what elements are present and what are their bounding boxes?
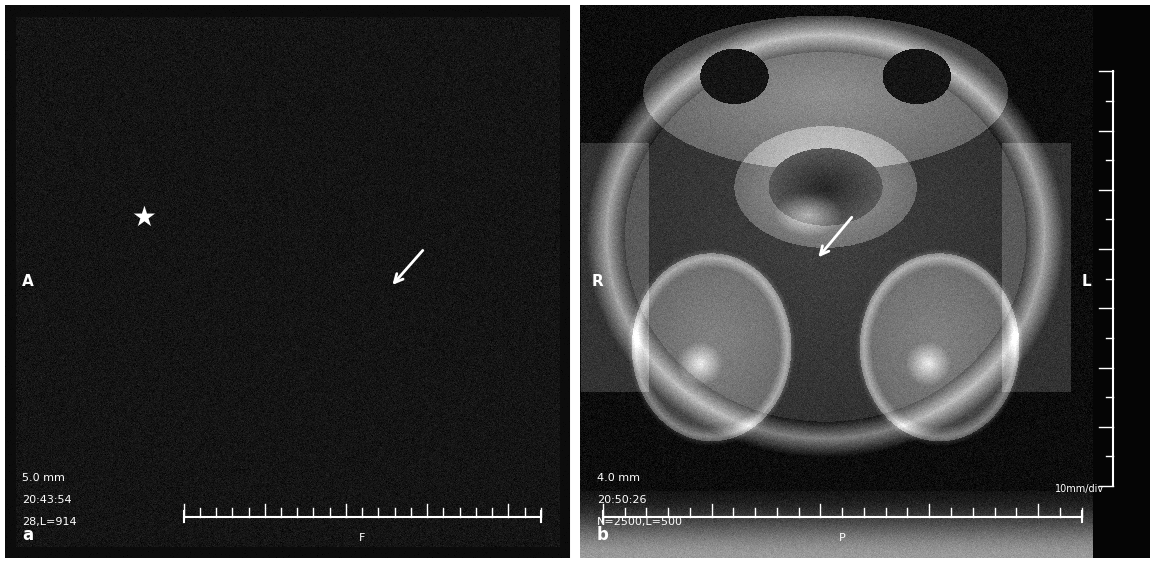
Text: 20:43:54: 20:43:54	[22, 495, 72, 505]
Text: 20:50:26: 20:50:26	[597, 495, 647, 505]
Text: 5.0 mm: 5.0 mm	[22, 473, 65, 483]
Text: P: P	[839, 533, 845, 543]
Text: a: a	[22, 526, 33, 544]
Text: ★: ★	[132, 204, 156, 232]
Text: 4.0 mm: 4.0 mm	[597, 473, 640, 483]
Text: 10mm/div: 10mm/div	[1056, 484, 1104, 494]
Text: 28,L=914: 28,L=914	[22, 517, 76, 527]
Text: R: R	[591, 274, 603, 289]
Text: F: F	[359, 533, 365, 543]
Text: A: A	[22, 274, 33, 289]
Text: N=2500,L=500: N=2500,L=500	[597, 517, 683, 527]
Text: b: b	[597, 526, 609, 544]
Text: L: L	[1081, 274, 1091, 289]
